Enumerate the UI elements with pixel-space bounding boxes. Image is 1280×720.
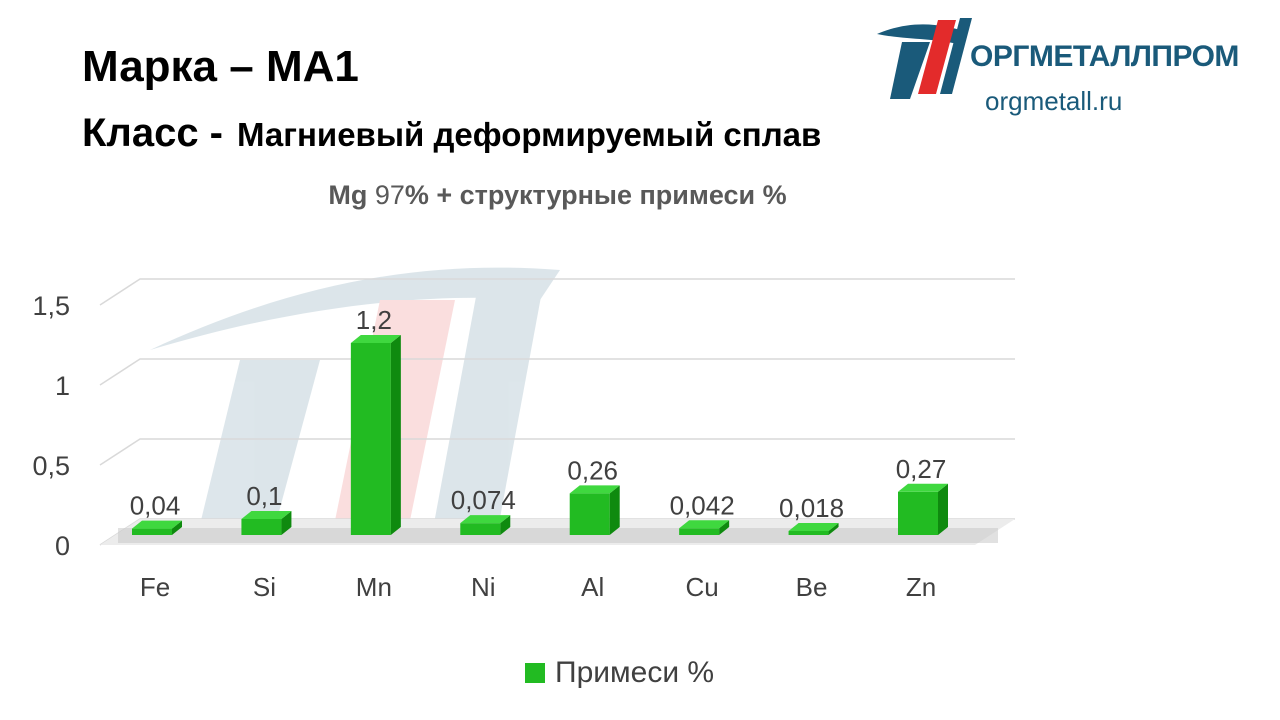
bar-top — [460, 515, 511, 524]
bar — [898, 483, 948, 535]
bar-top — [679, 520, 730, 529]
bar-side — [938, 483, 948, 535]
bar-side — [609, 485, 620, 535]
subtitle-percent: 97 — [374, 180, 405, 210]
grade-label: Марка — [82, 42, 218, 91]
bar-top — [898, 483, 948, 492]
watermark-swoosh — [150, 267, 560, 350]
data-label: 0,1 — [246, 481, 282, 511]
bar-front — [788, 531, 829, 535]
data-labels: 0,04 0,1 1,2 0,074 0,26 0,042 0,018 0,27 — [130, 305, 947, 523]
gridline — [99, 358, 1015, 386]
x-tick-label: Ni — [471, 572, 496, 602]
class-title: Класс - Магниевый деформируемый сплав — [82, 111, 821, 156]
floor-shadow — [118, 528, 998, 543]
class-value: Магниевый деформируемый сплав — [237, 116, 822, 153]
data-label: 0,27 — [896, 454, 947, 484]
x-tick-label: Si — [253, 572, 276, 602]
logo-slash-red — [918, 20, 956, 94]
data-label: 0,018 — [779, 493, 844, 523]
x-tick-label: Mn — [356, 572, 392, 602]
y-tick-label: 0 — [55, 531, 70, 561]
bar-front — [350, 343, 391, 535]
bar — [679, 520, 730, 535]
x-tick-label: Be — [796, 572, 828, 602]
bar-side — [500, 515, 511, 535]
data-label: 1,2 — [356, 305, 392, 335]
grade-dash: – — [229, 42, 254, 91]
bar — [350, 335, 401, 535]
x-tick-label: Fe — [140, 572, 170, 602]
brand-logo — [877, 18, 972, 99]
watermark-slash-blue — [195, 360, 320, 545]
bar — [460, 515, 511, 535]
bar-front — [132, 528, 172, 535]
bar-front — [460, 523, 501, 535]
brand-name: ОРГМЕТАЛЛПРОМ — [970, 40, 1239, 73]
bar-side — [390, 335, 401, 535]
grade-title: Марка – МА1 — [82, 42, 359, 92]
bar-side — [828, 523, 839, 535]
data-label: 0,042 — [670, 490, 735, 520]
legend-label: Примеси % — [555, 656, 715, 689]
bar-front — [898, 491, 938, 535]
y-axis-labels: 0 0,5 1 1,5 — [32, 291, 70, 561]
x-axis-labels: Fe Si Mn Ni Al Cu Be Zn — [140, 572, 936, 602]
chart-grid — [99, 278, 1015, 546]
bar-front — [241, 519, 282, 535]
bar-top — [788, 523, 839, 531]
x-tick-label: Zn — [906, 572, 936, 602]
data-label: 0,074 — [451, 485, 516, 515]
data-label: 0,26 — [567, 455, 618, 485]
bar-top — [132, 520, 182, 529]
y-tick-label: 1 — [55, 371, 70, 401]
data-label: 0,04 — [130, 491, 181, 521]
bar-front — [569, 493, 610, 535]
bar — [788, 523, 839, 535]
watermark-slash-blue-2 — [430, 275, 545, 545]
chart-subtitle: Mg 97% + структурные примеси % — [0, 180, 1115, 211]
bar-side — [172, 520, 182, 535]
brand-url[interactable]: orgmetall.ru — [985, 86, 1123, 116]
y-tick-label: 1,5 — [32, 291, 70, 321]
subtitle-element: Mg — [328, 180, 368, 210]
bar-series — [132, 335, 948, 535]
x-tick-label: Cu — [686, 572, 719, 602]
gridline — [99, 438, 1015, 466]
y-tick-label: 0,5 — [32, 451, 70, 481]
bar-side — [719, 520, 730, 535]
grade-value: МА1 — [265, 42, 359, 91]
bar — [132, 520, 182, 535]
bar-top — [350, 335, 401, 343]
class-label: Класс - — [82, 111, 223, 155]
chart-legend: Примеси % — [525, 656, 714, 690]
legend-swatch — [525, 663, 545, 683]
bar — [241, 511, 292, 535]
logo-slash-blue-2 — [940, 18, 972, 94]
logo-slash-blue — [890, 42, 930, 99]
bar-top — [241, 511, 292, 519]
gridline — [99, 278, 1015, 306]
bar-top — [569, 485, 620, 494]
x-tick-label: Al — [581, 572, 604, 602]
subtitle-rest: % + структурные примеси % — [404, 180, 787, 210]
bar-front — [679, 528, 720, 535]
bar — [569, 485, 620, 535]
